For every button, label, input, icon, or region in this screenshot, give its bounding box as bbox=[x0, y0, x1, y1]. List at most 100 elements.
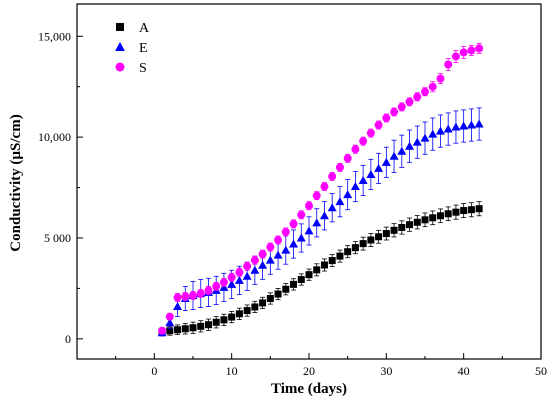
data-point-S bbox=[204, 286, 213, 295]
data-point-S bbox=[181, 292, 190, 301]
legend-marker-E bbox=[115, 42, 125, 51]
x-tick-label: 0 bbox=[151, 364, 157, 378]
data-point-A bbox=[266, 294, 274, 302]
data-point-A bbox=[228, 313, 236, 321]
legend-label: E bbox=[139, 41, 148, 56]
data-point-S bbox=[289, 219, 298, 228]
data-point-E bbox=[312, 218, 322, 227]
data-point-A bbox=[251, 303, 259, 311]
data-point-A bbox=[475, 205, 483, 213]
data-point-S bbox=[235, 268, 244, 277]
data-point-A bbox=[344, 248, 352, 256]
data-point-A bbox=[390, 226, 398, 234]
data-point-S bbox=[421, 87, 429, 96]
data-point-A bbox=[197, 322, 205, 330]
x-tick-label: 40 bbox=[458, 364, 470, 378]
data-point-S bbox=[189, 291, 197, 300]
y-tick-label: 5 000 bbox=[44, 231, 71, 245]
data-point-A bbox=[429, 214, 437, 222]
data-point-S bbox=[196, 289, 205, 298]
data-point-E bbox=[397, 146, 407, 155]
data-point-S bbox=[266, 243, 275, 252]
data-point-S bbox=[374, 121, 383, 130]
legend-marker-A bbox=[116, 23, 124, 31]
data-point-A bbox=[181, 325, 189, 333]
data-point-S bbox=[467, 46, 476, 55]
data-point-S bbox=[243, 262, 252, 271]
data-point-S bbox=[436, 74, 445, 83]
data-point-S bbox=[413, 92, 422, 101]
axes: 0 10 20 30 40 50 0 5 000 10,000 15,000 bbox=[38, 29, 547, 378]
legend-label: S bbox=[139, 61, 147, 76]
data-point-S bbox=[405, 97, 414, 106]
series-E bbox=[157, 107, 484, 337]
data-point-E bbox=[428, 129, 438, 138]
data-point-A bbox=[243, 307, 251, 315]
plot-area bbox=[157, 42, 484, 337]
data-point-E bbox=[234, 275, 244, 284]
data-point-A bbox=[313, 266, 321, 274]
data-point-S bbox=[343, 154, 352, 163]
data-point-E bbox=[296, 233, 306, 242]
legend-marker-S bbox=[115, 62, 125, 72]
data-point-E bbox=[420, 133, 430, 142]
data-point-E bbox=[412, 137, 422, 146]
data-point-S bbox=[428, 82, 437, 91]
data-point-A bbox=[274, 290, 282, 298]
data-point-S bbox=[328, 172, 337, 181]
data-point-E bbox=[435, 126, 445, 135]
data-point-A bbox=[282, 285, 290, 293]
data-point-A bbox=[367, 236, 375, 244]
data-point-E bbox=[250, 265, 260, 274]
data-point-S bbox=[165, 312, 174, 321]
data-point-A bbox=[220, 316, 228, 324]
data-point-S bbox=[351, 145, 360, 154]
data-point-A bbox=[444, 210, 452, 218]
y-tick-label: 0 bbox=[65, 332, 71, 346]
data-point-E bbox=[366, 169, 376, 178]
data-point-E bbox=[459, 121, 469, 130]
data-point-E bbox=[258, 260, 268, 269]
data-point-A bbox=[204, 321, 212, 329]
x-tick-label: 50 bbox=[535, 364, 547, 378]
data-point-E bbox=[405, 141, 415, 150]
data-point-S bbox=[390, 107, 399, 116]
data-point-A bbox=[235, 310, 243, 318]
data-point-S bbox=[444, 60, 453, 69]
data-point-S bbox=[212, 282, 221, 291]
data-point-A bbox=[406, 221, 414, 229]
data-point-S bbox=[250, 256, 259, 265]
data-point-E bbox=[451, 122, 461, 131]
data-point-A bbox=[460, 207, 468, 215]
series-S bbox=[158, 42, 484, 335]
y-tick-label: 15,000 bbox=[38, 29, 71, 43]
data-point-E bbox=[304, 226, 314, 235]
data-point-E bbox=[374, 163, 384, 172]
data-point-S bbox=[258, 250, 267, 259]
data-point-E bbox=[219, 282, 229, 291]
data-point-A bbox=[375, 233, 383, 241]
data-point-S bbox=[281, 227, 290, 236]
x-tick-label: 20 bbox=[303, 364, 315, 378]
data-point-S bbox=[305, 201, 313, 210]
data-point-A bbox=[421, 216, 429, 224]
x-tick-label: 30 bbox=[380, 364, 392, 378]
series-A bbox=[158, 201, 483, 337]
data-point-A bbox=[297, 276, 305, 284]
data-point-E bbox=[265, 255, 275, 264]
data-point-S bbox=[274, 235, 283, 244]
data-point-E bbox=[381, 157, 391, 166]
data-point-S bbox=[382, 113, 391, 122]
y-tick-label: 10,000 bbox=[38, 130, 71, 144]
data-point-E bbox=[173, 302, 183, 311]
data-point-S bbox=[335, 163, 344, 172]
data-point-A bbox=[398, 223, 406, 231]
data-point-E bbox=[319, 211, 329, 220]
data-point-A bbox=[452, 208, 460, 216]
data-point-S bbox=[397, 102, 406, 111]
data-point-E bbox=[358, 175, 368, 184]
data-point-E bbox=[327, 203, 337, 212]
data-point-A bbox=[305, 271, 313, 279]
